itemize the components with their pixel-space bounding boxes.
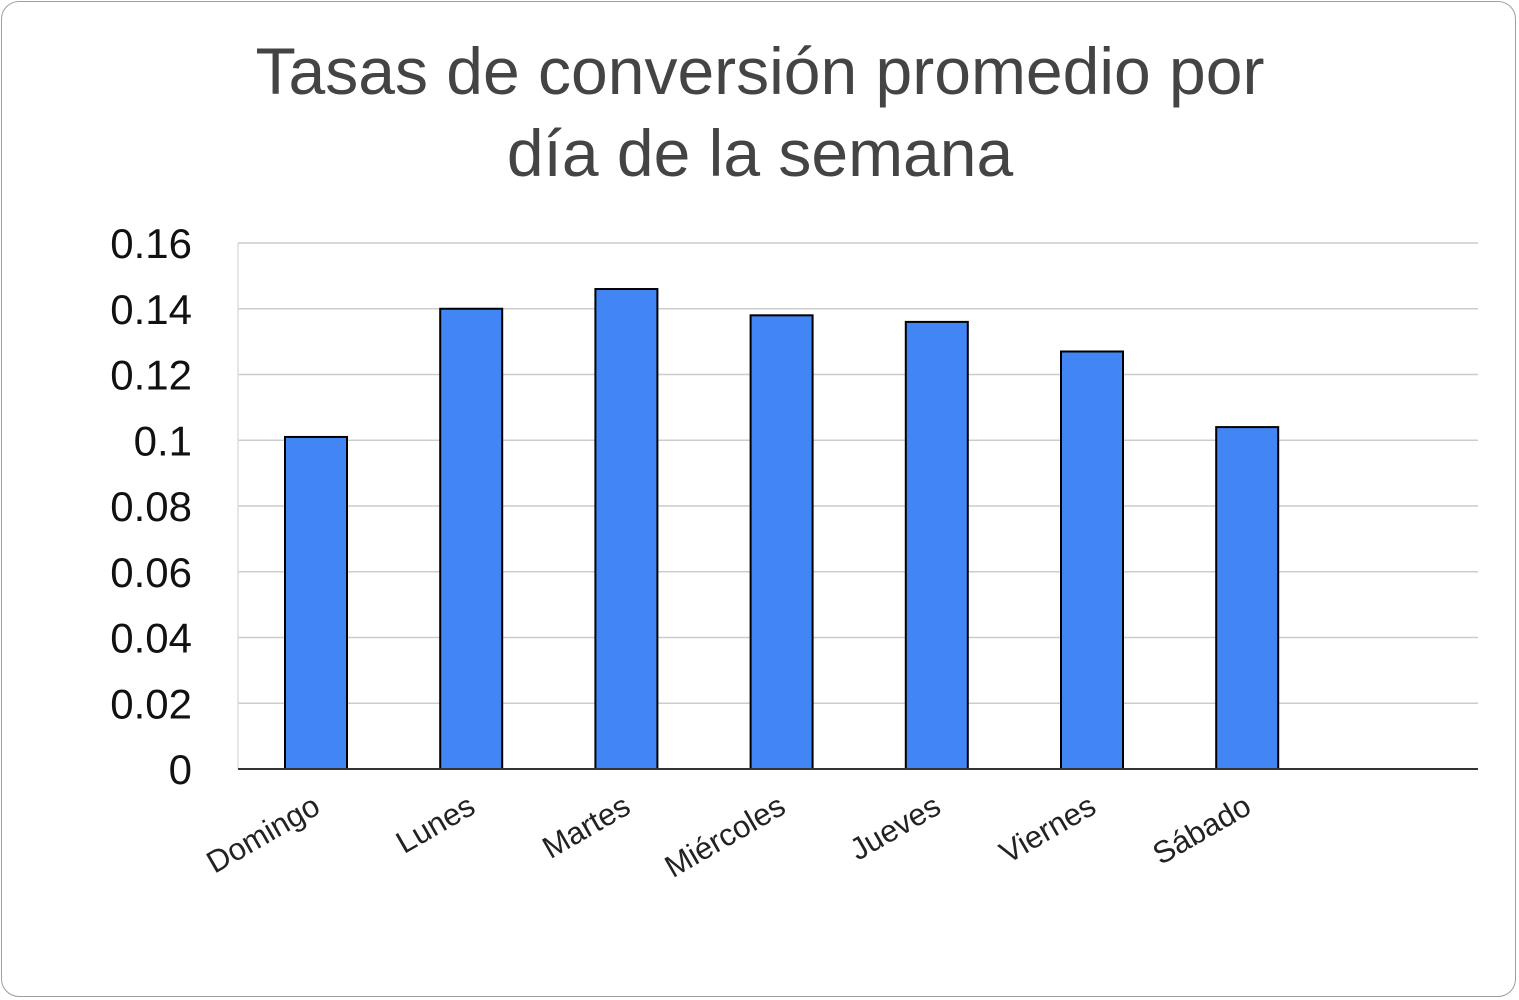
gridlines bbox=[238, 242, 1478, 704]
x-axis-ticks: Domingo Lunes Martes Miércoles Jueves Viernes… bbox=[201, 788, 1257, 885]
axes bbox=[237, 243, 1478, 770]
bar-2 bbox=[439, 307, 504, 770]
y-tick-label: 0.16 bbox=[110, 220, 192, 267]
y-tick-label: 0.1 bbox=[134, 417, 192, 464]
x-tick-label: Miércoles bbox=[659, 788, 791, 885]
x-tick-label: Jueves bbox=[844, 788, 947, 867]
y-tick-label: 0.12 bbox=[110, 352, 192, 399]
chart-title-line-1: Tasas de conversión promedio por bbox=[256, 34, 1265, 108]
x-tick-label: Lunes bbox=[390, 788, 481, 861]
bar-3 bbox=[594, 288, 659, 770]
y-tick-label: 0.02 bbox=[110, 680, 192, 727]
bar-7 bbox=[1215, 426, 1280, 770]
bar-6 bbox=[1060, 350, 1124, 770]
x-tick-label: Viernes bbox=[993, 788, 1101, 871]
bar-4 bbox=[749, 314, 814, 770]
bars bbox=[284, 288, 1280, 770]
y-tick-label: 0.04 bbox=[110, 615, 192, 662]
y-axis-ticks: 0 0.02 0.04 0.06 0.08 0.1 0.12 0.14 0.16 bbox=[110, 220, 192, 793]
y-tick-label: 0.06 bbox=[110, 549, 192, 596]
y-tick-label: 0 bbox=[169, 746, 192, 793]
chart-title-line-2: día de la semana bbox=[507, 116, 1014, 190]
x-tick-label: Domingo bbox=[201, 788, 326, 880]
bar-1 bbox=[284, 435, 348, 770]
bar-5 bbox=[904, 320, 969, 770]
y-tick-label: 0.14 bbox=[110, 286, 192, 333]
y-tick-label: 0.08 bbox=[110, 483, 192, 530]
chart-title: Tasas de conversión promedio por día de … bbox=[256, 34, 1265, 190]
x-tick-label: Sábado bbox=[1147, 788, 1257, 872]
x-tick-label: Martes bbox=[536, 788, 636, 866]
